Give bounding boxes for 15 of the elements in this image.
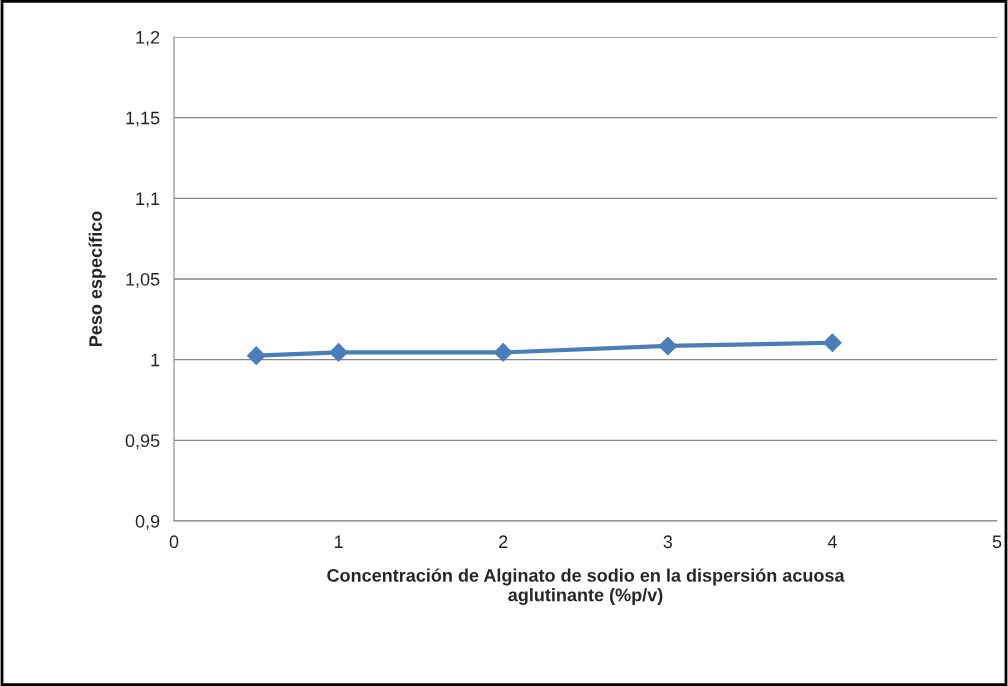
y-tick-label: 0,95 bbox=[125, 434, 160, 450]
y-axis-title: Peso específico bbox=[88, 211, 106, 347]
y-tick-label: 1,2 bbox=[136, 30, 160, 46]
x-axis-title: Concentración de Alginato de sodio en la dispersión acuosa aglutinante (%p/v) bbox=[327, 568, 845, 605]
x-tick-label: 5 bbox=[992, 535, 1002, 549]
y-tick-label: 0,9 bbox=[135, 514, 160, 530]
x-tick-label: 1 bbox=[334, 535, 343, 548]
x-tick-label: 2 bbox=[499, 535, 508, 548]
y-tick-label: 1,15 bbox=[126, 111, 160, 127]
x-tick-label: 0 bbox=[169, 535, 179, 549]
x-tick-label: 4 bbox=[827, 535, 837, 548]
y-tick-label: 1 bbox=[151, 353, 160, 367]
x-tick-label: 3 bbox=[663, 535, 673, 549]
y-tick-label: 1,1 bbox=[136, 192, 160, 208]
y-tick-label: 1,05 bbox=[126, 272, 160, 288]
